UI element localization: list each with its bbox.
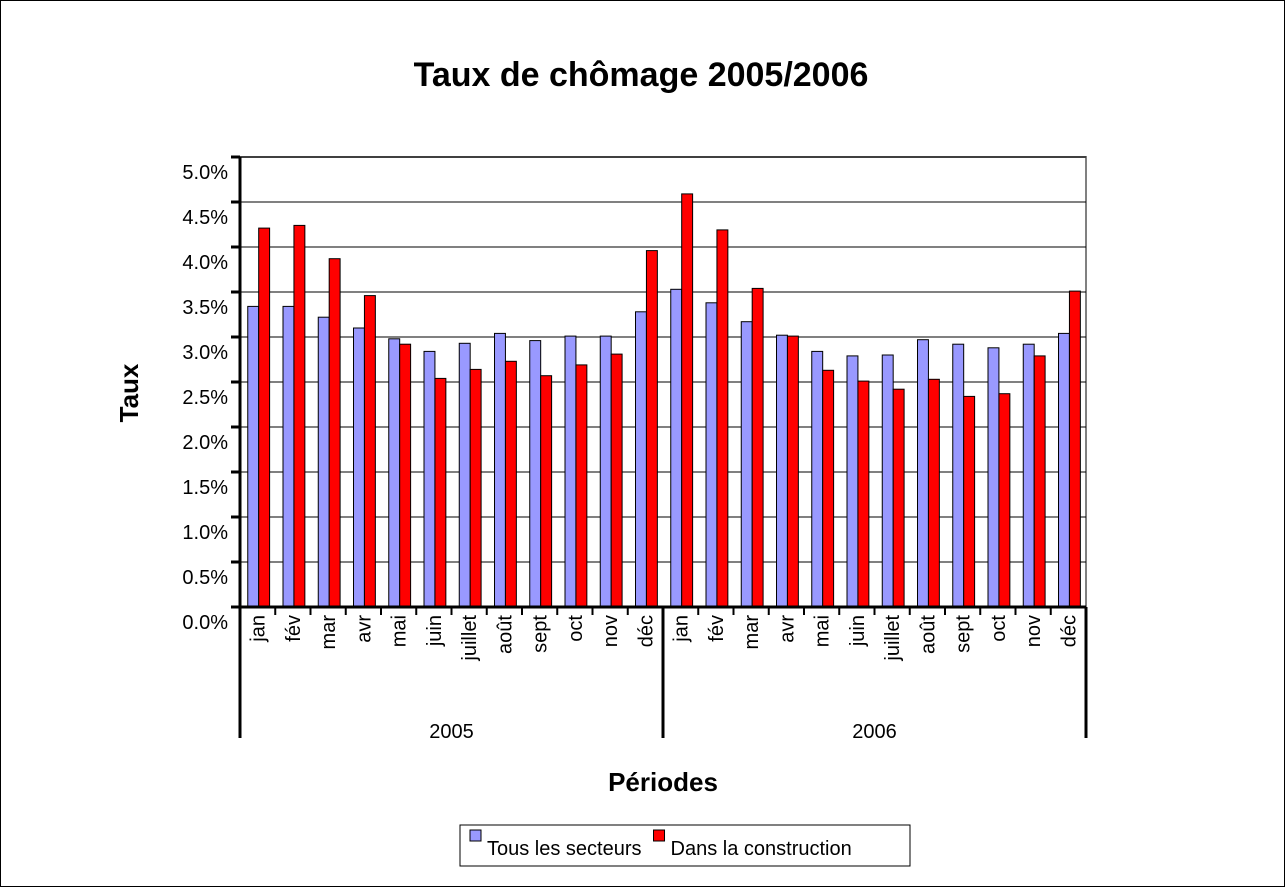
bar — [635, 311, 647, 608]
bar — [1033, 355, 1046, 608]
bar — [1068, 290, 1081, 608]
y-tick-label: 1.5% — [182, 477, 228, 499]
x-tick-label: juin — [424, 615, 446, 647]
bar — [540, 375, 553, 608]
bar — [927, 378, 940, 608]
group-label: 2006 — [852, 721, 897, 743]
bar — [952, 343, 965, 608]
x-tick-label: août — [917, 615, 939, 654]
y-tick-label: 2.0% — [182, 432, 228, 454]
x-tick-label: août — [494, 615, 516, 654]
bar — [504, 360, 517, 608]
y-tick-label: 3.5% — [182, 297, 228, 319]
bar — [705, 302, 718, 608]
bar — [1058, 332, 1070, 608]
bar — [822, 369, 835, 608]
bar — [811, 350, 824, 608]
legend-label: Dans la construction — [671, 838, 852, 860]
bar — [293, 224, 306, 608]
bar — [529, 340, 542, 608]
bar — [575, 364, 588, 608]
bar — [857, 380, 870, 608]
x-tick-label: jan — [671, 615, 693, 643]
x-tick-label: déc — [635, 615, 657, 647]
x-tick-label: mar — [318, 615, 340, 650]
y-tick-label: 0.5% — [182, 567, 228, 589]
bar — [434, 377, 447, 608]
bar — [1022, 343, 1035, 608]
bar — [917, 339, 929, 608]
bar — [610, 353, 623, 608]
bar — [645, 250, 658, 608]
x-tick-label: déc — [1058, 615, 1080, 647]
x-tick-label: juin — [847, 615, 869, 647]
bar — [776, 334, 788, 608]
bar — [247, 305, 260, 608]
bar — [258, 227, 271, 608]
bar — [670, 288, 683, 608]
bar — [892, 388, 905, 608]
legend-swatch — [653, 829, 666, 842]
bar — [458, 342, 471, 608]
bar — [987, 347, 1000, 608]
x-tick-label: juillet — [882, 615, 904, 662]
x-tick-label: nov — [1023, 615, 1045, 647]
bar — [846, 355, 859, 608]
bar — [881, 354, 894, 608]
y-axis-title: Taux — [114, 363, 144, 422]
legend-swatch — [469, 829, 482, 842]
legend-label: Tous les secteurs — [487, 838, 642, 860]
bar — [328, 258, 341, 608]
x-tick-label: oct — [988, 615, 1010, 642]
bar — [423, 350, 436, 608]
bar — [353, 327, 365, 608]
x-tick-label: mar — [741, 615, 763, 650]
x-tick-label: avr — [353, 615, 375, 643]
bar — [494, 332, 506, 608]
y-tick-label: 3.0% — [182, 342, 228, 364]
bar — [963, 395, 976, 608]
y-tick-label: 0.0% — [182, 612, 228, 634]
bar — [998, 393, 1011, 608]
bar — [363, 295, 376, 608]
x-axis-title: Périodes — [608, 767, 718, 797]
bar — [681, 193, 694, 608]
y-tick-label: 5.0% — [182, 162, 228, 184]
bar — [716, 229, 729, 608]
legend: Tous les secteurs Dans la construction — [459, 824, 911, 867]
x-tick-label: sept — [953, 615, 975, 653]
x-tick-label: jan — [248, 615, 270, 643]
y-tick-label: 2.5% — [182, 387, 228, 409]
x-tick-label: juillet — [459, 615, 481, 662]
bar — [388, 338, 401, 608]
x-tick-label: mai — [812, 615, 834, 647]
legend-box — [459, 824, 911, 867]
x-tick-label: nov — [600, 615, 622, 647]
bar — [599, 335, 612, 608]
x-tick-label: mai — [389, 615, 411, 647]
x-tick-label: fév — [283, 615, 305, 642]
y-tick-label: 4.0% — [182, 252, 228, 274]
y-tick-label: 4.5% — [182, 207, 228, 229]
bar — [564, 335, 577, 608]
bar — [786, 335, 799, 608]
x-tick-label: oct — [565, 615, 587, 642]
group-label: 2005 — [429, 721, 474, 743]
x-tick-label: avr — [776, 615, 798, 643]
bar — [282, 305, 295, 608]
x-tick-label: sept — [530, 615, 552, 653]
bar — [740, 321, 753, 608]
bar — [317, 316, 330, 608]
y-tick-label: 1.0% — [182, 522, 228, 544]
x-tick-label: fév — [706, 615, 728, 642]
bar — [399, 343, 412, 608]
bar — [751, 287, 764, 608]
bar — [469, 368, 482, 608]
chart-title: Taux de chômage 2005/2006 — [414, 56, 869, 94]
